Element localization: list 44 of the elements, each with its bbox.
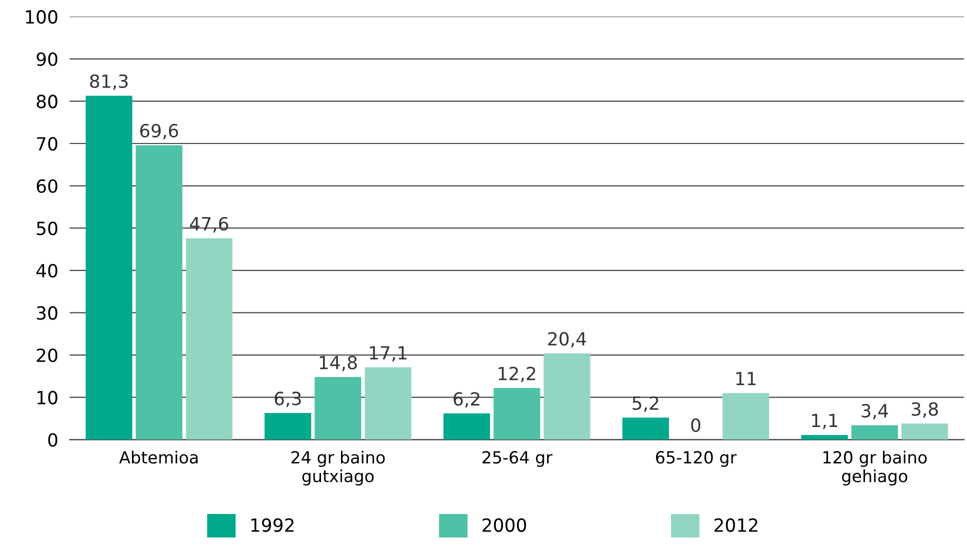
- bar: [544, 353, 590, 440]
- data-label: 14,8: [320, 356, 357, 372]
- y-tick-label: 30: [36, 306, 58, 320]
- bar: [722, 393, 770, 440]
- bar: [186, 238, 232, 440]
- legend-label: 2000: [482, 518, 526, 532]
- bar: [622, 418, 669, 440]
- y-tick-label: 60: [36, 179, 58, 193]
- bar: [494, 388, 540, 440]
- data-label: 3,4: [862, 404, 888, 420]
- y-tick-label: 50: [36, 222, 58, 236]
- y-tick-label: 0: [48, 433, 58, 447]
- x-tick-label: 24 gr baino gutxiago: [291, 450, 385, 486]
- y-tick-label: 100: [26, 10, 58, 24]
- data-label: 0: [691, 418, 700, 432]
- bar: [136, 145, 182, 440]
- legend-label: 1992: [251, 518, 294, 532]
- y-tick-label: 90: [36, 52, 58, 66]
- bar: [86, 96, 132, 440]
- bar: [851, 425, 898, 440]
- bar: [901, 424, 948, 440]
- data-label: 3,8: [912, 402, 938, 418]
- x-tick-label: 25-64 gr: [482, 451, 552, 467]
- data-label: 5,2: [632, 396, 658, 412]
- data-label: 20,4: [548, 332, 586, 348]
- data-label: 12,2: [498, 366, 536, 382]
- x-tick-label: 120 gr baino gehiago: [823, 450, 927, 486]
- x-tick-label: Abtemioa: [119, 450, 198, 464]
- data-label: 11: [736, 372, 756, 386]
- y-tick-label: 80: [36, 94, 58, 108]
- bar: [364, 367, 412, 440]
- data-label: 69,6: [140, 124, 178, 140]
- bar: [801, 434, 848, 440]
- data-label: 1,1: [812, 414, 838, 430]
- y-tick-label: 40: [36, 264, 58, 278]
- bar: [264, 412, 312, 440]
- y-tick-label: 70: [37, 136, 58, 151]
- data-label: 81,3: [90, 74, 128, 90]
- y-tick-label: 20: [36, 348, 58, 362]
- bar: [443, 413, 490, 440]
- y-tick-label: 10: [38, 390, 58, 404]
- bar: [314, 377, 362, 440]
- legend-label: 2012: [714, 518, 758, 532]
- x-tick-label: 65-120 gr: [656, 451, 737, 467]
